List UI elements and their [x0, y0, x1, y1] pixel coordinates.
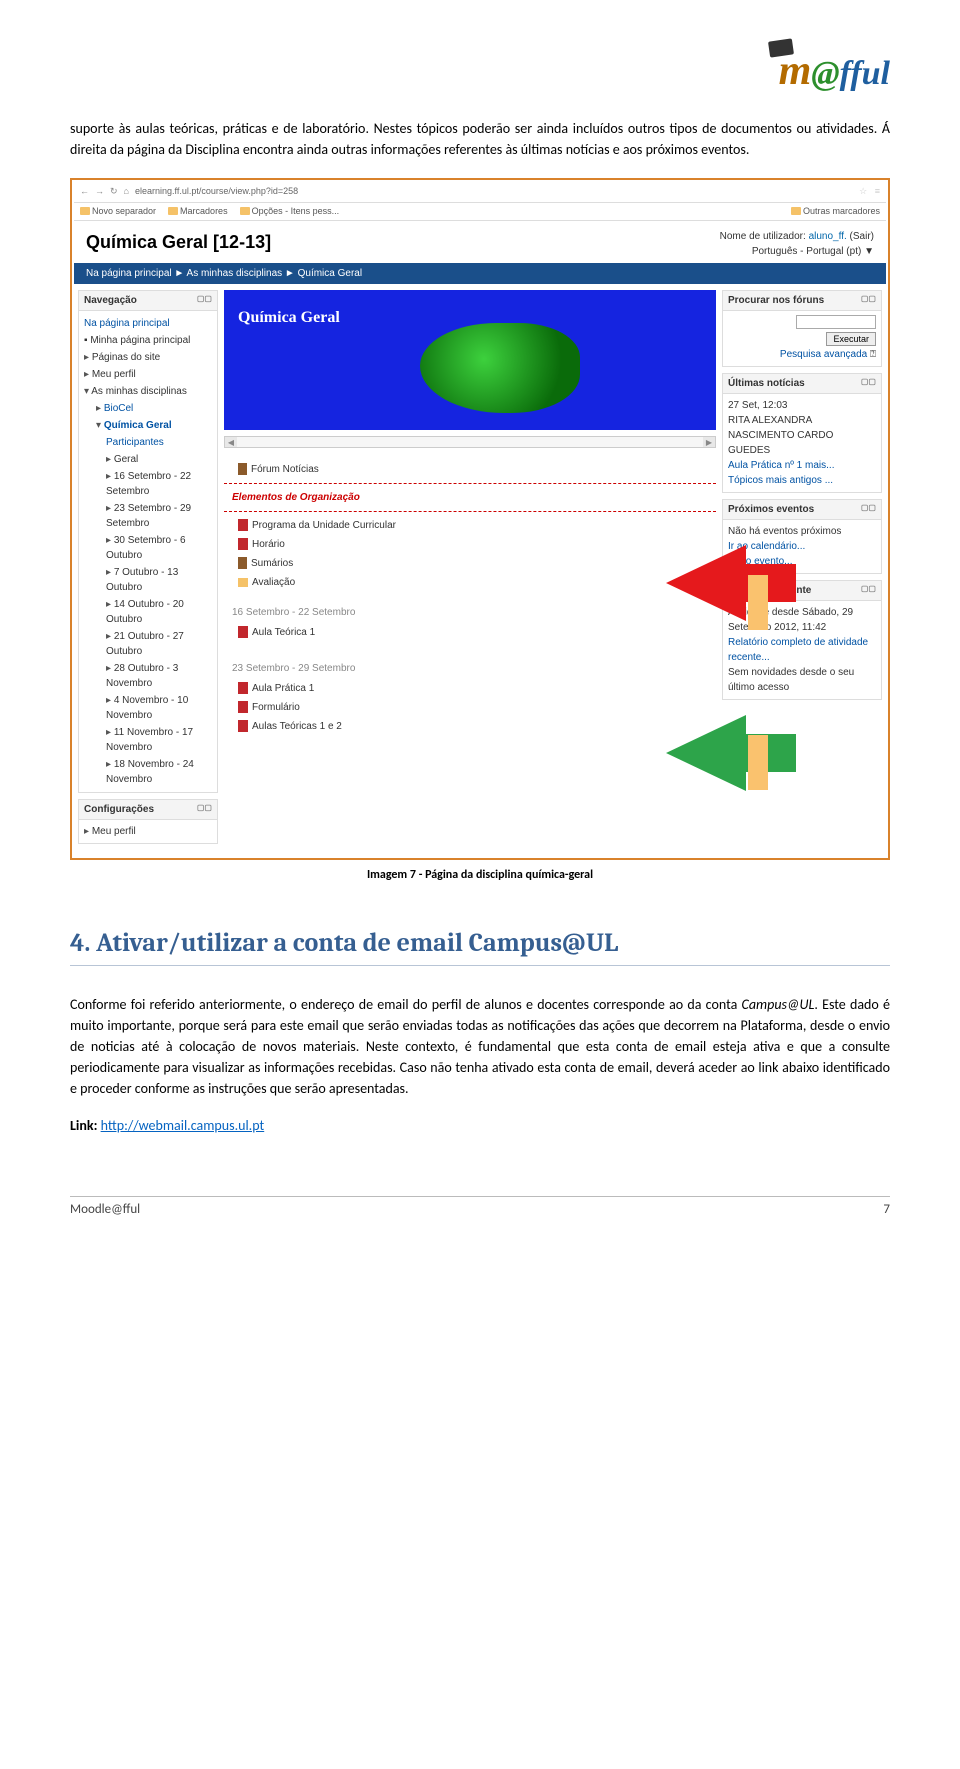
reload-icon[interactable]: ↻ — [110, 185, 118, 199]
course-title: Química Geral [12-13] — [86, 229, 271, 259]
main-paragraph: Conforme foi referido anteriormente, o e… — [70, 994, 890, 1099]
nav-back-icon[interactable]: ← — [80, 185, 89, 199]
pdf-icon — [238, 701, 248, 713]
logo-at: @ — [811, 55, 839, 92]
user-info: Nome de utilizador: aluno_ff. (Sair) Por… — [720, 229, 874, 259]
config-block: Configurações▢▢ ▸ Meu perfil — [78, 799, 218, 844]
forum-link[interactable]: Fórum Notícias — [224, 460, 716, 479]
logo-fful: fful — [840, 55, 890, 92]
scrollbar[interactable]: ◀▶ — [224, 436, 716, 448]
section-number: 4. — [70, 928, 90, 958]
pdf-icon — [238, 682, 248, 694]
forum-search-block: Procurar nos fóruns▢▢ Executar Pesquisa … — [722, 290, 882, 367]
link-line: Link: http://webmail.campus.ul.pt — [70, 1115, 890, 1136]
section-title: Ativar/utilizar a conta de email Campus@… — [96, 928, 618, 958]
collapse-icon[interactable]: ▢▢ — [197, 293, 212, 308]
nav-fwd-icon[interactable]: → — [95, 185, 104, 199]
url-text: elearning.ff.ul.pt/course/view.php?id=25… — [135, 185, 298, 199]
green-arrow-annotation — [666, 715, 746, 791]
bookmarks-bar: Novo separador Marcadores Opções - Itens… — [74, 203, 886, 222]
course-banner: Química Geral — [224, 290, 716, 430]
pdf-icon — [238, 538, 248, 550]
org-heading: Elementos de Organização — [224, 488, 716, 507]
execute-button[interactable]: Executar — [826, 332, 876, 346]
breadcrumb: Na página principal ► As minhas discipli… — [74, 263, 886, 284]
figure-caption: Imagem 7 - Página da disciplina química-… — [70, 866, 890, 884]
header-logo: m@fful — [70, 40, 890, 103]
browser-url-bar: ← → ↻ ⌂ elearning.ff.ul.pt/course/view.p… — [74, 182, 886, 203]
page-footer: Moodle@fful 7 — [70, 1196, 890, 1220]
footer-left: Moodle@fful — [70, 1200, 140, 1220]
home-icon[interactable]: ⌂ — [124, 185, 129, 199]
forum-icon — [238, 463, 247, 475]
section-heading: 4. Ativar/utilizar a conta de email Camp… — [70, 924, 890, 966]
folder-icon — [238, 578, 248, 587]
forum-search-input[interactable] — [796, 315, 876, 329]
red-arrow-annotation — [666, 545, 746, 621]
webmail-link[interactable]: http://webmail.campus.ul.pt — [101, 1117, 265, 1134]
highlight-strip — [748, 575, 768, 630]
pdf-icon — [238, 626, 248, 638]
pdf-icon — [238, 519, 248, 531]
nav-block: Navegação▢▢ Na página principal ▪ Minha … — [78, 290, 218, 793]
news-block: Últimas notícias▢▢ 27 Set, 12:03 RITA AL… — [722, 373, 882, 493]
page-number: 7 — [883, 1200, 890, 1220]
pdf-icon — [238, 720, 248, 732]
events-block: Próximos eventos▢▢ Não há eventos próxim… — [722, 499, 882, 574]
embedded-screenshot: ← → ↻ ⌂ elearning.ff.ul.pt/course/view.p… — [70, 178, 890, 860]
intro-paragraph: suporte às aulas teóricas, práticas e de… — [70, 118, 890, 160]
book-icon — [238, 557, 247, 569]
highlight-strip — [748, 735, 768, 790]
